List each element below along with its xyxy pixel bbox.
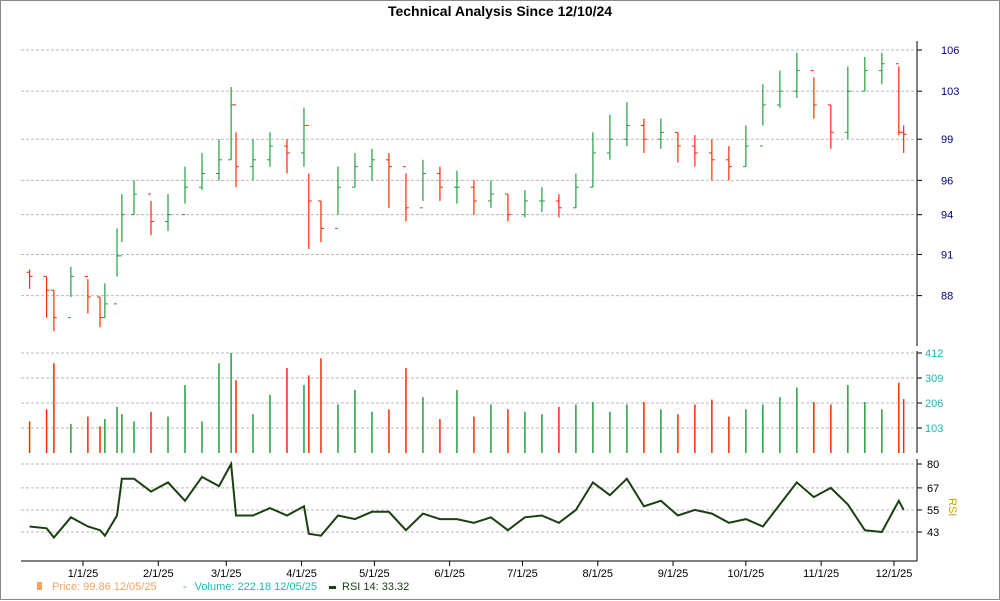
rsi-axis-label: RSI <box>946 498 958 516</box>
price-tick-label: 88 <box>941 291 953 303</box>
legend-volume: - Volume: 222.18 12/05/25 <box>183 581 317 593</box>
x-tick-label: 12/1/25 <box>876 568 913 580</box>
price-tick-label: 103 <box>941 86 959 98</box>
rsi-line <box>29 460 905 540</box>
price-tick-label: 94 <box>941 210 953 222</box>
rsi-tick-label: 80 <box>927 459 939 471</box>
legend-rsi-text: RSI 14: 33.32 <box>342 581 410 593</box>
x-tick-label: 8/1/25 <box>582 568 613 580</box>
chart-title: Technical Analysis Since 12/10/24 <box>387 3 613 19</box>
volume-tick-label: 309 <box>925 373 943 385</box>
rsi-tick-label: 55 <box>927 505 939 517</box>
rsi-legend-icon <box>329 585 336 589</box>
legend-price: Price: 99.86 12/05/25 <box>37 581 157 593</box>
price-legend-icon <box>37 582 42 590</box>
legend-volume-text: Volume: 222.18 12/05/25 <box>194 581 317 593</box>
x-tick-label: 2/1/25 <box>143 568 174 580</box>
volume-legend-icon: - <box>183 581 187 593</box>
x-tick-label: 7/1/25 <box>507 568 538 580</box>
x-tick-label: 11/1/25 <box>803 568 839 580</box>
price-tick-label: 96 <box>941 175 953 187</box>
price-tick-label: 99 <box>941 134 953 146</box>
price-tick-label: 106 <box>941 45 959 57</box>
volume-tick-label: 206 <box>925 398 943 410</box>
volume-tick-label: 412 <box>925 348 943 360</box>
legend-rsi: RSI 14: 33.32 <box>329 581 409 593</box>
x-tick-label: 4/1/25 <box>286 568 317 580</box>
legend-price-text: Price: 99.86 12/05/25 <box>52 581 157 593</box>
x-tick-label: 10/1/25 <box>728 568 765 580</box>
rsi-tick-label: 43 <box>927 527 939 539</box>
x-tick-label: 3/1/25 <box>211 568 242 580</box>
x-tick-label: 5/1/25 <box>359 568 390 580</box>
rsi-tick-label: 67 <box>927 483 939 495</box>
volume-tick-label: 103 <box>925 423 943 435</box>
x-tick-label: 6/1/25 <box>434 568 465 580</box>
x-tick-label: 1/1/25 <box>68 568 99 580</box>
x-tick-label: 9/1/25 <box>658 568 689 580</box>
price-tick-label: 91 <box>941 249 953 261</box>
